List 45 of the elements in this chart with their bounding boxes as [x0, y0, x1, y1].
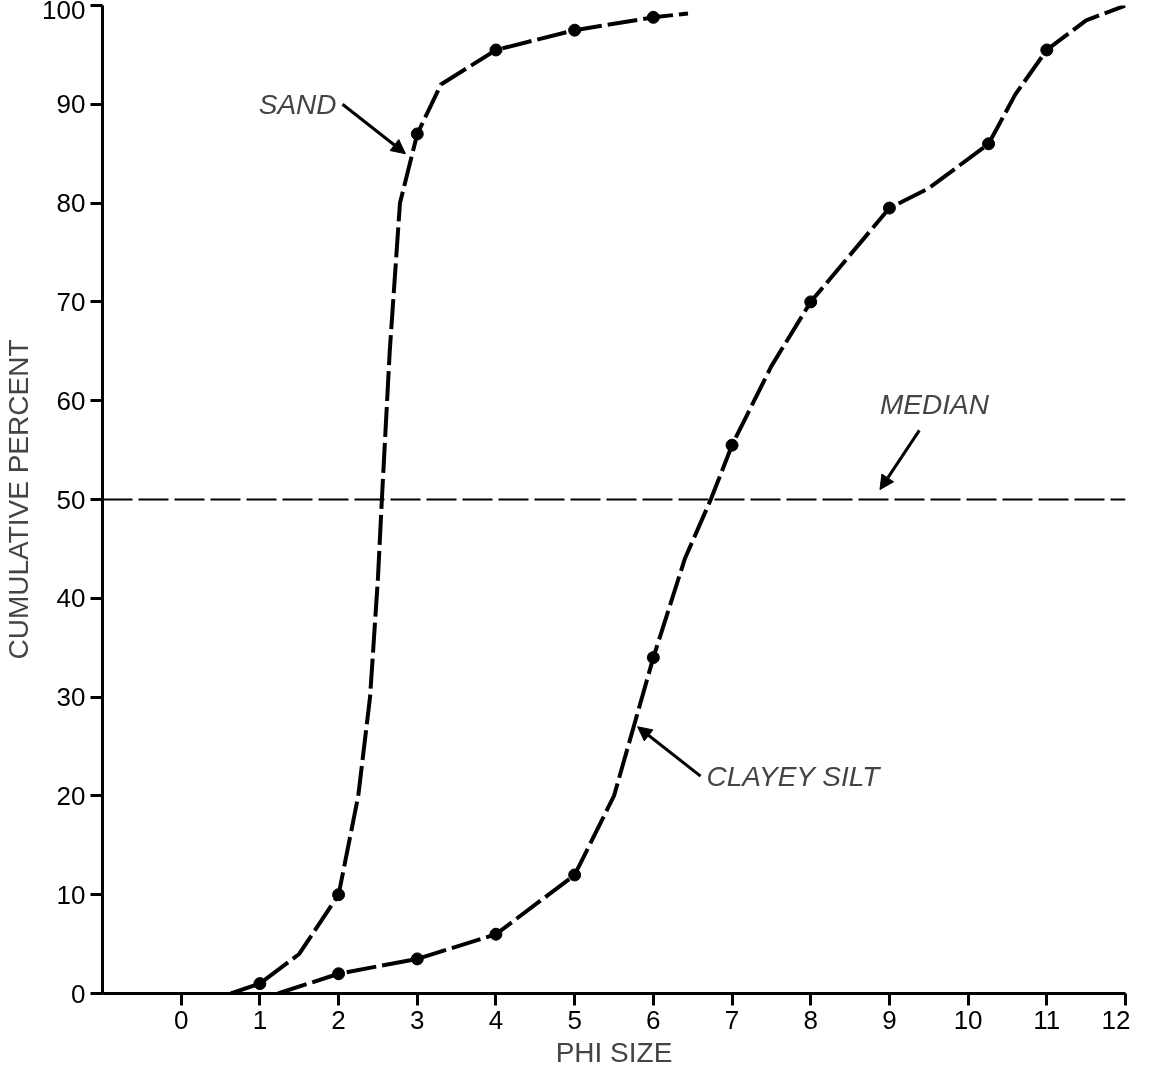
- x-tick-label: 4: [488, 1004, 504, 1035]
- x-tick-label: 6: [646, 1004, 661, 1035]
- point: [982, 137, 996, 151]
- annotation: CLAYEY SILT: [706, 760, 882, 792]
- point: [725, 438, 739, 452]
- point: [332, 967, 346, 981]
- point: [253, 977, 267, 991]
- x-tick-label: 7: [724, 1004, 740, 1035]
- x-tick-label: 8: [803, 1004, 818, 1035]
- x-tick-label: 2: [331, 1004, 346, 1035]
- x-tick-label: 3: [410, 1004, 425, 1035]
- y-axis-title: CUMULATIVE PERCENT: [3, 339, 35, 660]
- y-tick-label: 60: [56, 385, 86, 416]
- point: [489, 927, 503, 941]
- point: [1040, 43, 1054, 57]
- y-tick-label: 0: [71, 978, 86, 1009]
- annotation: SAND: [258, 88, 337, 120]
- x-axis-title: PHI SIZE: [555, 1036, 673, 1068]
- point: [646, 651, 660, 665]
- x-tick-label: 5: [567, 1004, 582, 1035]
- point: [568, 23, 582, 37]
- point: [489, 43, 503, 57]
- x-tick-label: 11: [1033, 1004, 1061, 1035]
- point: [410, 952, 424, 966]
- x-tick-label: 1: [252, 1004, 268, 1035]
- x-tick-label: 12: [1101, 1004, 1131, 1035]
- point: [568, 868, 582, 882]
- ref-line-label: MEDIAN: [879, 389, 990, 421]
- y-tick-label: 80: [56, 188, 86, 219]
- point: [410, 127, 424, 141]
- point: [882, 201, 896, 215]
- point: [646, 10, 660, 24]
- point: [804, 295, 818, 309]
- y-tick-label: 40: [56, 583, 86, 614]
- x-tick-label: 9: [882, 1004, 897, 1035]
- y-tick-label: 30: [56, 682, 86, 713]
- x-tick-label: 10: [953, 1004, 983, 1035]
- y-tick-label: 20: [56, 780, 86, 811]
- y-tick-label: 90: [56, 89, 86, 120]
- y-tick-label: 100: [42, 0, 86, 25]
- y-tick-label: 10: [56, 879, 86, 910]
- x-tick-label: 0: [173, 1004, 189, 1035]
- y-tick-label: 50: [56, 484, 86, 515]
- y-tick-label: 70: [56, 286, 86, 317]
- point: [332, 888, 346, 902]
